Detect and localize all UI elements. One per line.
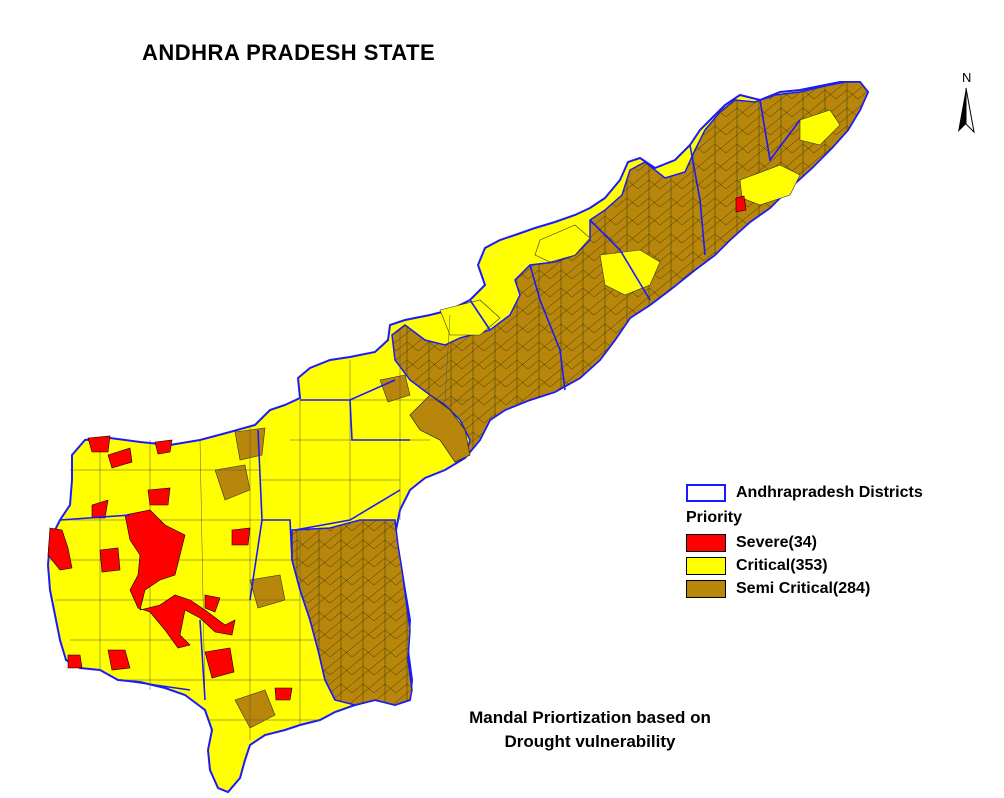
north-yellow-patch-5 [799,109,841,146]
severe-swatch [686,534,726,552]
semi-critical-swatch [686,580,726,598]
map-title: ANDHRA PRADESH STATE [142,40,436,65]
region-delta-semi-critical [409,394,471,463]
district-border-swatch [686,484,726,502]
severe-mandal [735,195,747,213]
severe-mandal [124,509,236,649]
severe-mandals [47,195,747,701]
north-yellow-patch-4 [439,299,501,336]
interior-semi-patch-4 [379,374,411,403]
district-boundaries [59,99,801,701]
interior-semi-patch-3 [234,689,276,729]
legend-item-label: Semi Critical(284) [736,580,871,597]
severe-mandal [204,647,235,679]
legend-priority-heading: Priority [686,507,742,529]
legend-item-label: Critical(353) [736,557,828,574]
map-subtitle: Mandal Priortization based on Drought vu… [400,706,780,754]
north-yellow-patch-2 [599,249,661,296]
legend-item-critical: Critical(353) [686,555,828,577]
legend-priority-label: Priority [686,509,743,526]
north-label: N [962,70,972,85]
severe-mandal [204,594,221,613]
severe-mandal [274,687,293,701]
critical-swatch [686,557,726,575]
region-east-mandals [292,520,412,705]
severe-mandal [67,654,83,669]
severe-mandal [99,547,121,573]
legend-item-severe: Severe(34) [686,532,817,554]
severe-mandal [147,487,171,506]
severe-mandal [107,649,131,671]
legend: Andhrapradesh Districts Priority Severe(… [686,482,986,612]
subtitle-line-1: Mandal Priortization based on [469,708,711,727]
severe-mandal [231,527,251,546]
severe-mandal [87,435,111,453]
severe-mandal [107,447,133,469]
severe-mandal [91,499,109,519]
legend-item-semi-critical: Semi Critical(284) [686,578,870,600]
subtitle-line-2: Drought vulnerability [504,732,676,751]
legend-district-label: Andhrapradesh Districts [736,484,923,501]
severe-mandal [47,527,73,571]
north-arrow-icon [958,87,975,134]
legend-district: Andhrapradesh Districts [686,482,923,504]
legend-item-label: Severe(34) [736,534,817,551]
severe-mandal [154,439,173,455]
north-yellow-patch-1 [534,224,591,263]
